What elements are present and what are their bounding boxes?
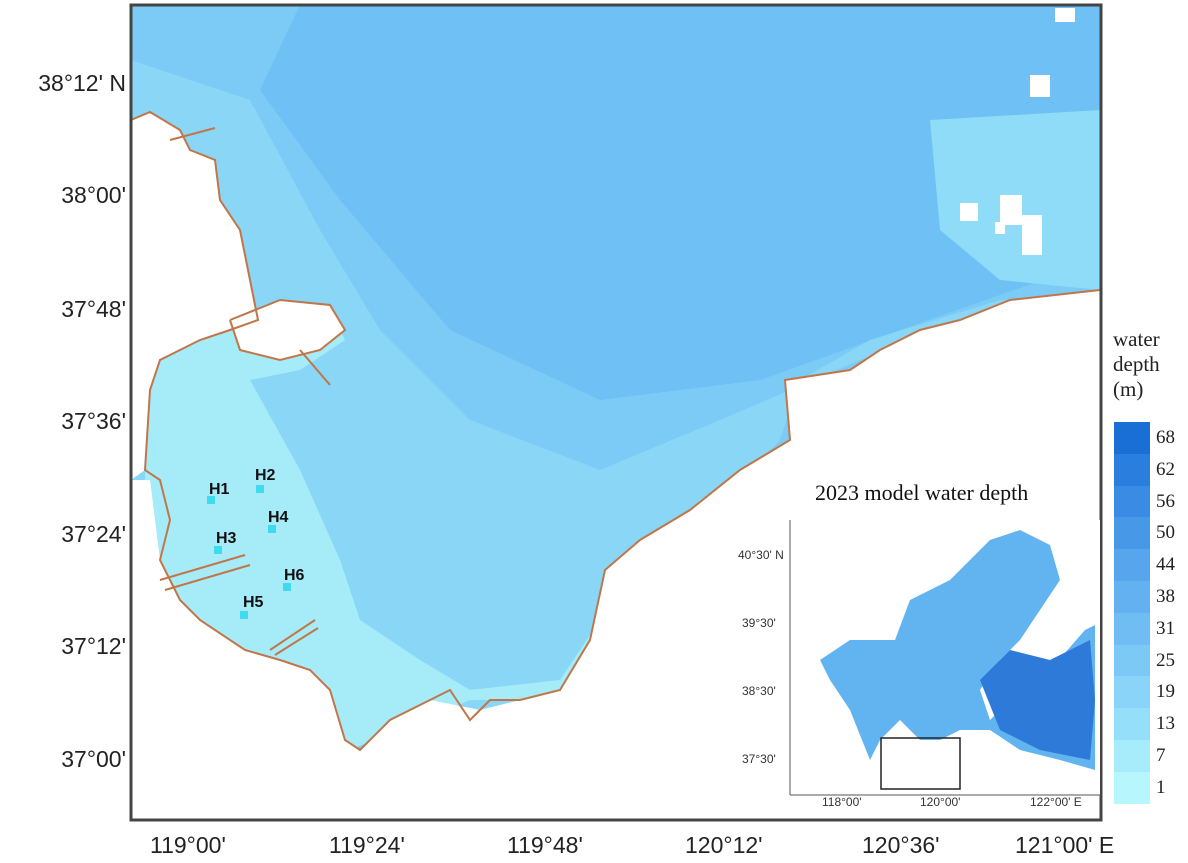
- legend-value: 50: [1156, 522, 1175, 544]
- lon-label-6: 121°00' E: [1015, 832, 1115, 858]
- station-label-h4: H4: [268, 509, 289, 526]
- inset-lat-label-1: 40°30' N: [738, 548, 784, 562]
- jetties: [159, 127, 331, 656]
- station-label-h2: H2: [255, 467, 276, 484]
- peninsula-coastline: [229, 298, 347, 362]
- inset-study-area-box: [880, 737, 961, 790]
- legend-value: 1: [1156, 776, 1166, 798]
- station-label-h3: H3: [216, 530, 237, 547]
- station-markers: [207, 485, 291, 619]
- land-peninsula: [230, 300, 345, 360]
- lon-label-1: 119°00': [150, 832, 226, 858]
- lat-label-1: 38°12' N: [38, 70, 126, 96]
- coastline: [130, 110, 1101, 752]
- station-label-h1: H1: [209, 481, 230, 498]
- map-frame: [129, 3, 1103, 822]
- legend-swatch: [1114, 740, 1150, 773]
- island-patches: [960, 8, 1075, 255]
- lat-label-3: 37°48': [61, 296, 126, 322]
- inset-title: 2023 model water depth: [815, 480, 1029, 505]
- lat-label-5: 37°24': [61, 521, 126, 547]
- lat-label-2: 38°00': [61, 182, 126, 208]
- legend-swatch: [1114, 517, 1150, 550]
- legend-swatch: [1114, 771, 1150, 805]
- lon-label-5: 120°36': [862, 832, 940, 858]
- inset-lon-label-2: 120°00': [920, 795, 961, 809]
- legend-swatch: [1114, 581, 1150, 614]
- inset-lat-label-2: 39°30': [742, 616, 776, 630]
- legend-value: 62: [1156, 458, 1175, 480]
- land-west: [131, 5, 258, 480]
- lon-label-2: 119°24': [329, 832, 405, 858]
- station-label-h5: H5: [243, 594, 264, 611]
- inset-lon-label-3: 122°00' E: [1030, 795, 1082, 809]
- legend-swatch: [1114, 422, 1150, 455]
- lon-label-3: 119°48': [507, 832, 583, 858]
- lat-label-6: 37°12': [61, 633, 126, 659]
- legend-swatch: [1114, 708, 1150, 741]
- legend-swatch: [1114, 612, 1150, 646]
- legend-value: 31: [1156, 617, 1175, 639]
- mid-depth-region: [131, 60, 1100, 740]
- legend-title: water depth (m): [1113, 327, 1160, 401]
- legend-value: 25: [1156, 649, 1175, 671]
- legend-value: 38: [1156, 586, 1175, 607]
- inset-lat-label-3: 38°30': [742, 684, 776, 698]
- legend-swatch: [1114, 549, 1150, 582]
- inset-lon-label-1: 118°00': [822, 795, 862, 809]
- legend-value: 13: [1156, 713, 1175, 735]
- legend-value: 44: [1156, 554, 1175, 576]
- station-label-h6: H6: [284, 567, 305, 584]
- legend-value: 19: [1156, 681, 1175, 703]
- legend-swatch: [1114, 644, 1150, 677]
- legend-swatch: [1114, 453, 1150, 487]
- inset-lat-label-4: 37°30': [742, 752, 776, 766]
- lat-label-4: 37°36': [61, 408, 126, 434]
- deep-water-region: [260, 5, 1100, 400]
- legend-value: 68: [1156, 427, 1175, 448]
- legend-value: 56: [1156, 490, 1175, 512]
- legend-value: 7: [1156, 745, 1166, 766]
- lat-label-7: 37°00': [61, 746, 126, 772]
- inset-deep-water: [980, 640, 1095, 760]
- lon-label-4: 120°12': [685, 832, 763, 858]
- legend-swatch: [1114, 676, 1150, 709]
- legend-swatch: [1114, 485, 1150, 518]
